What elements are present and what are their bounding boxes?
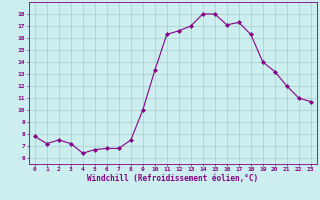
X-axis label: Windchill (Refroidissement éolien,°C): Windchill (Refroidissement éolien,°C) <box>87 174 258 183</box>
